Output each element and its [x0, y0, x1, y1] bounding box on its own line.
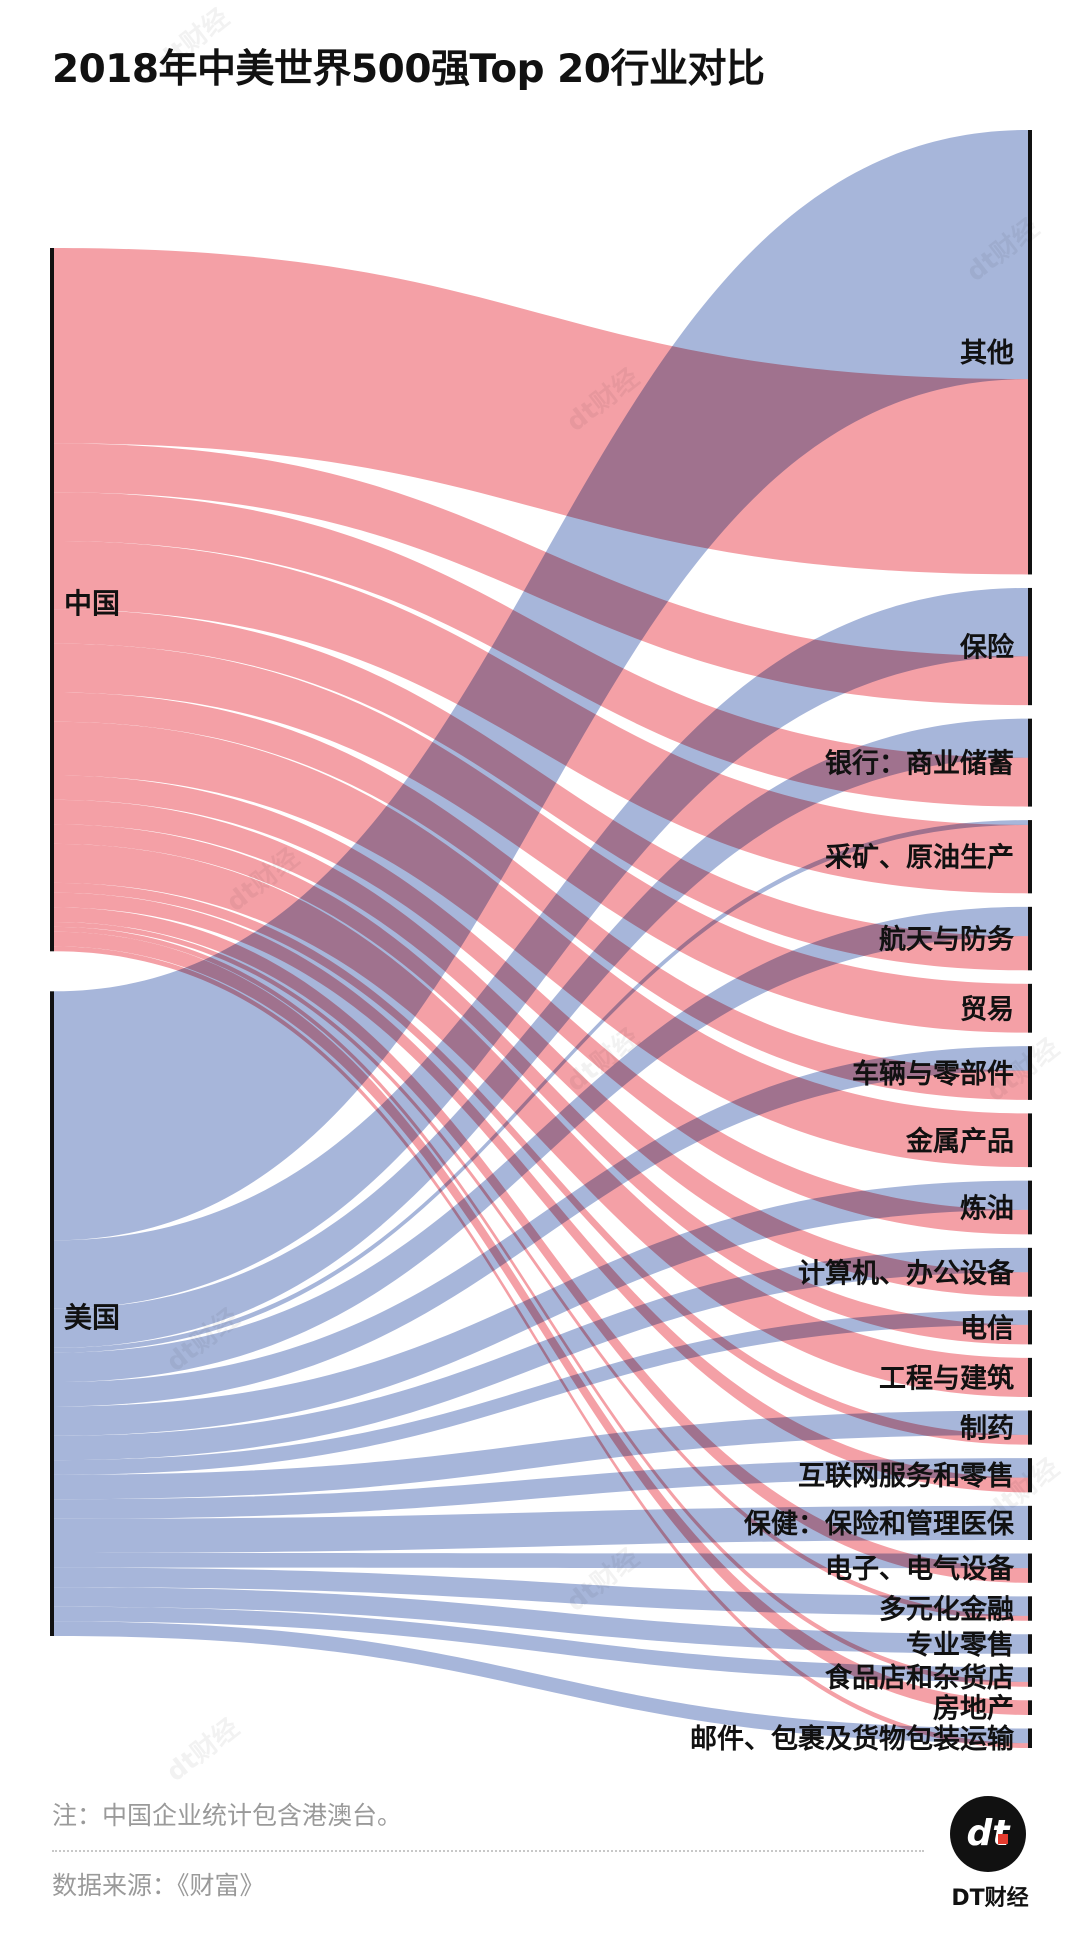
target-bar-12: [1028, 1410, 1032, 1445]
dt-logo-icon: dt: [950, 1796, 1026, 1872]
flow-usa-6: [54, 1046, 1028, 1407]
logo-dot: [998, 1834, 1008, 1844]
target-labels: 其他保险银行：商业储蓄采矿、原油生产航天与防务贸易车辆与零部件金属产品炼油计算机…: [690, 338, 1015, 1755]
source-label-china: 中国: [64, 586, 121, 620]
target-label-0: 其他: [960, 338, 1014, 369]
target-label-16: 多元化金融: [879, 1594, 1014, 1626]
target-bar-4: [1028, 906, 1032, 971]
target-bar-16: [1028, 1596, 1032, 1621]
target-label-8: 炼油: [960, 1192, 1014, 1224]
target-bar-6: [1028, 1046, 1032, 1100]
flow-china-9: [54, 799, 1028, 1297]
target-bar-7: [1028, 1113, 1032, 1168]
target-bar-1: [1028, 587, 1032, 706]
target-bar-14: [1028, 1505, 1032, 1541]
source-bar-usa: [50, 991, 54, 1636]
target-label-13: 互联网服务和零售: [798, 1460, 1014, 1492]
flow-china-16: [54, 922, 1028, 1621]
flow-china-2: [54, 492, 1028, 807]
flow-china-6: [54, 692, 1028, 1100]
footer-divider: [52, 1850, 924, 1852]
flow-usa-13: [54, 1458, 1028, 1519]
target-label-6: 车辆与零部件: [852, 1058, 1014, 1090]
target-bar-17: [1028, 1634, 1032, 1654]
target-bar-18: [1028, 1667, 1032, 1687]
brand-name: DT财经: [951, 1886, 1029, 1911]
target-label-5: 贸易: [960, 994, 1014, 1025]
target-bar-0: [1028, 130, 1032, 575]
flow-usa-10: [54, 1310, 1028, 1475]
flow-china-18: [54, 926, 1028, 1687]
target-bar-5: [1028, 983, 1032, 1033]
target-bar-10: [1028, 1310, 1032, 1345]
flow-china-15: [54, 907, 1028, 1583]
target-bar-11: [1028, 1357, 1032, 1397]
flow-china-5: [54, 643, 1028, 1033]
flow-china-3: [54, 541, 1028, 894]
flow-usa-12: [54, 1410, 1028, 1500]
flow-china-8: [54, 775, 1028, 1235]
flow-china-19: [54, 931, 1028, 1715]
flow-china-1: [54, 443, 1028, 706]
footnote: 注：中国企业统计包含港澳台。: [52, 1801, 403, 1830]
target-label-20: 邮件、包裹及货物包装运输: [690, 1723, 1015, 1755]
target-bar-19: [1028, 1700, 1032, 1715]
flow-usa-17: [54, 1587, 1028, 1654]
flow-china-20: [54, 946, 1028, 1748]
target-label-14: 保健：保险和管理医保: [743, 1508, 1015, 1540]
target-label-17: 专业零售: [906, 1629, 1014, 1661]
target-label-18: 食品店和杂货店: [825, 1662, 1014, 1694]
flow-usa-2: [54, 718, 1028, 1348]
target-bar-3: [1028, 820, 1032, 894]
flow-usa-14: [54, 1505, 1028, 1553]
flow-china-0: [54, 248, 1028, 575]
node-bars: [50, 130, 1032, 1748]
flow-china-12: [54, 882, 1028, 1445]
flow-usa-9: [54, 1247, 1028, 1461]
flow-china-10: [54, 824, 1028, 1345]
target-label-19: 房地产: [933, 1694, 1014, 1725]
target-bar-2: [1028, 718, 1032, 807]
target-label-12: 制药: [960, 1414, 1014, 1445]
source-bar-china: [50, 248, 54, 952]
target-bar-13: [1028, 1458, 1032, 1493]
target-label-10: 电信: [960, 1313, 1014, 1344]
flow-usa-4: [54, 906, 1028, 1383]
flow-usa-20: [54, 1621, 1028, 1744]
target-bar-20: [1028, 1728, 1032, 1748]
target-label-7: 金属产品: [905, 1125, 1014, 1157]
source-label-usa: 美国: [64, 1300, 121, 1334]
flow-china-7: [54, 721, 1028, 1168]
chart-title: 2018年中美世界500强Top 20行业对比: [52, 47, 765, 92]
china-flows: [54, 248, 1028, 1748]
target-label-3: 采矿、原油生产: [825, 842, 1014, 874]
target-label-1: 保险: [959, 632, 1015, 664]
flow-china-11: [54, 843, 1028, 1397]
target-label-2: 银行：商业储蓄: [825, 748, 1014, 780]
flow-usa-15: [54, 1552, 1028, 1569]
target-label-4: 航天与防务: [879, 924, 1014, 956]
target-label-11: 工程与建筑: [879, 1362, 1014, 1394]
target-label-9: 计算机、办公设备: [798, 1257, 1015, 1289]
target-label-15: 电子、电气设备: [825, 1554, 1015, 1585]
flow-china-13: [54, 892, 1028, 1493]
flow-china-4: [54, 609, 1028, 971]
target-bar-9: [1028, 1247, 1032, 1297]
target-bar-15: [1028, 1553, 1032, 1583]
data-source: 数据来源：《财富》: [52, 1871, 265, 1900]
target-bar-8: [1028, 1180, 1032, 1235]
